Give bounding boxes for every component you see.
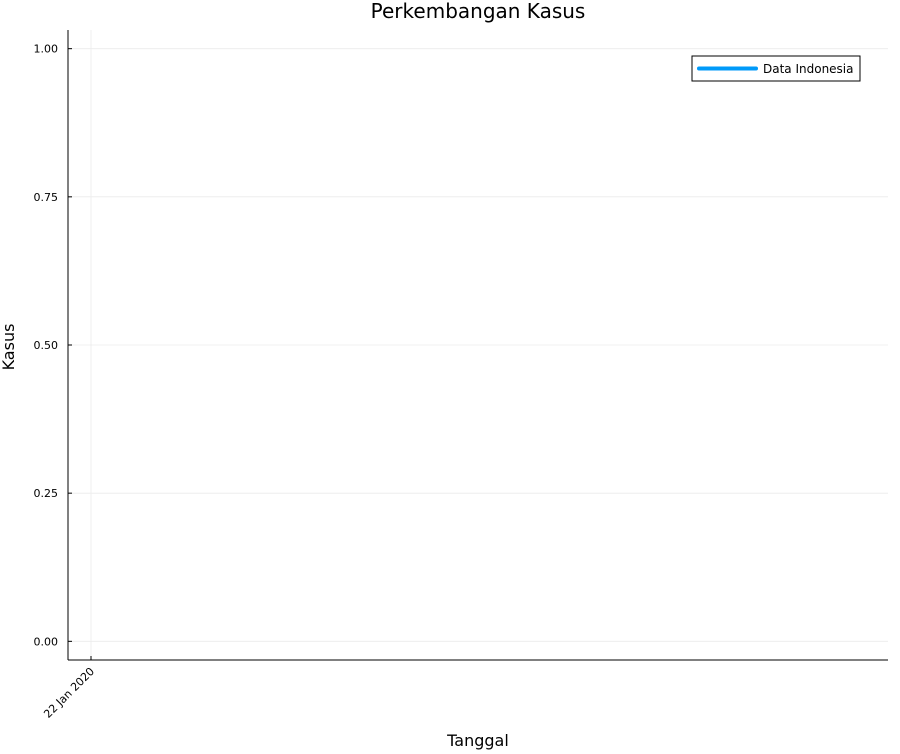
y-tick-label: 0.50 bbox=[34, 339, 59, 352]
y-tick-label: 0.00 bbox=[34, 635, 59, 648]
x-axis-label: Tanggal bbox=[446, 731, 509, 750]
y-tick-label: 0.25 bbox=[34, 487, 59, 500]
legend: Data Indonesia bbox=[691, 55, 861, 82]
chart-title: Perkembangan Kasus bbox=[371, 0, 586, 23]
y-tick-label: 0.75 bbox=[34, 191, 59, 204]
grid-layer bbox=[68, 30, 888, 660]
y-axis-label: Kasus bbox=[0, 324, 18, 371]
legend-entry-data-indonesia: Data Indonesia bbox=[763, 62, 854, 76]
y-tick-label: 1.00 bbox=[34, 43, 59, 56]
